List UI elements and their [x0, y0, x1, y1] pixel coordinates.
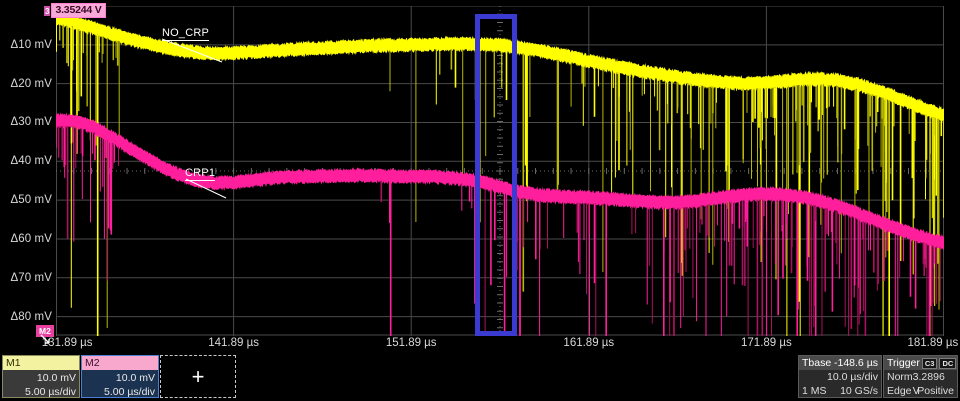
- x-axis-label: 131.89 µs: [41, 337, 93, 349]
- timebase-sample-rate[interactable]: 10 GS/s: [840, 385, 878, 397]
- channel-m2-scale[interactable]: 10.0 mV: [115, 372, 155, 384]
- channel-card-m2[interactable]: M2 10.0 mV 5.00 µs/div: [81, 355, 159, 398]
- y-axis-label: Δ40 mV: [10, 155, 52, 168]
- waveform-plot[interactable]: [56, 6, 944, 336]
- y-axis-label: Δ60 mV: [10, 232, 52, 245]
- trigger-source-badge[interactable]: C3: [921, 357, 938, 369]
- x-axis-label: 181.89 µs: [907, 337, 959, 349]
- x-axis-label: 141.89 µs: [208, 337, 259, 349]
- channel-m1-settings: 10.0 mV 5.00 µs/div: [3, 370, 79, 398]
- timebase-body: 10.0 µs/div 1 MS 10 GS/s: [799, 370, 881, 397]
- timebase-header: Tbase -148.6 µs: [799, 356, 881, 370]
- annotation-crp1: CRP1: [185, 167, 216, 181]
- trigger-body: Norm 3.2896 V Edge Positive: [884, 370, 957, 397]
- y-axis: Δ10 mV Δ20 mV Δ30 mV Δ40 mV Δ50 mV Δ60 mV Δ70 …: [0, 6, 52, 336]
- cursor-arrow-icon: [40, 334, 50, 344]
- timebase-memory[interactable]: 1 MS: [802, 385, 827, 397]
- trigger-title: Trigger: [887, 357, 920, 369]
- channel-m1-scale[interactable]: 10.0 mV: [36, 372, 76, 384]
- x-axis-label: 151.89 µs: [385, 337, 437, 349]
- trace-band-no_crp: [56, 10, 944, 122]
- trigger-badges: C3 DC: [920, 357, 957, 369]
- y-axis-label: Δ10 mV: [10, 38, 52, 51]
- x-axis: 131.89 µs 141.89 µs 151.89 µs 161.89 µs 171.…: [42, 337, 958, 352]
- trigger-level[interactable]: 3.2896 V: [912, 371, 945, 397]
- waveform-traces: [56, 10, 944, 336]
- annotation-no-crp-leader: [161, 38, 223, 63]
- trigger-level-label: 3.35244 V: [51, 3, 106, 18]
- channel-m1-name[interactable]: M1: [3, 356, 79, 370]
- channel-m1-timebase[interactable]: 5.00 µs/div: [25, 386, 76, 398]
- trace-core-no_crp: [56, 16, 944, 117]
- channel-m2-timebase[interactable]: 5.00 µs/div: [104, 386, 155, 398]
- timebase-delay[interactable]: -148.6 µs: [834, 357, 878, 369]
- trigger-header: Trigger C3 DC: [884, 356, 957, 370]
- trace-core-crp1: [56, 119, 944, 244]
- y-axis-label: Δ50 mV: [10, 194, 52, 207]
- trigger-type[interactable]: Edge: [887, 385, 912, 397]
- annotation-no-crp: NO_CRP: [162, 27, 210, 41]
- scope-display-area[interactable]: Δ10 mV Δ20 mV Δ30 mV Δ40 mV Δ50 mV Δ60 mV Δ70 …: [0, 0, 960, 352]
- trigger-channel-badge: 3: [44, 5, 51, 16]
- x-axis-label: 161.89 µs: [563, 337, 615, 349]
- timebase-scale[interactable]: 10.0 µs/div: [827, 371, 878, 383]
- timebase-memory-row: 1 MS 10 GS/s: [802, 384, 878, 397]
- timebase-title: Tbase: [802, 357, 832, 369]
- trigger-slope[interactable]: Positive: [917, 385, 954, 397]
- x-axis-label: 171.89 µs: [741, 337, 792, 349]
- trigger-mode-row: Norm 3.2896 V: [887, 370, 954, 397]
- y-axis-label: Δ70 mV: [10, 271, 52, 284]
- trigger-card[interactable]: Trigger C3 DC Norm 3.2896 V Edge Positiv…: [883, 355, 958, 398]
- timebase-card[interactable]: Tbase -148.6 µs 10.0 µs/div 1 MS 10 GS/s: [798, 355, 882, 398]
- y-axis-label: Δ20 mV: [10, 77, 52, 90]
- trace-spikes-crp1: [56, 125, 941, 336]
- channel-m2-name[interactable]: M2: [82, 356, 158, 370]
- trigger-type-row: Edge Positive: [887, 384, 954, 397]
- trigger-mode[interactable]: Norm: [887, 371, 913, 383]
- timebase-scale-row: 10.0 µs/div: [802, 370, 878, 384]
- trigger-coupling-badge[interactable]: DC: [939, 357, 957, 369]
- trigger-level-marker[interactable]: 3 3.35244 V: [44, 3, 106, 18]
- y-axis-label: Δ30 mV: [10, 116, 52, 129]
- bottom-control-bar: M1 10.0 mV 5.00 µs/div M2 10.0 mV 5.00 µ…: [0, 352, 960, 401]
- channel-m2-settings: 10.0 mV 5.00 µs/div: [82, 370, 158, 398]
- add-channel-button[interactable]: +: [160, 355, 236, 398]
- cursor-marker-m2[interactable]: M2: [36, 325, 54, 337]
- plus-icon: +: [191, 363, 205, 389]
- annotation-crp1-leader: [185, 178, 227, 199]
- y-axis-label: Δ80 mV: [10, 310, 52, 323]
- channel-card-m1[interactable]: M1 10.0 mV 5.00 µs/div: [2, 355, 80, 398]
